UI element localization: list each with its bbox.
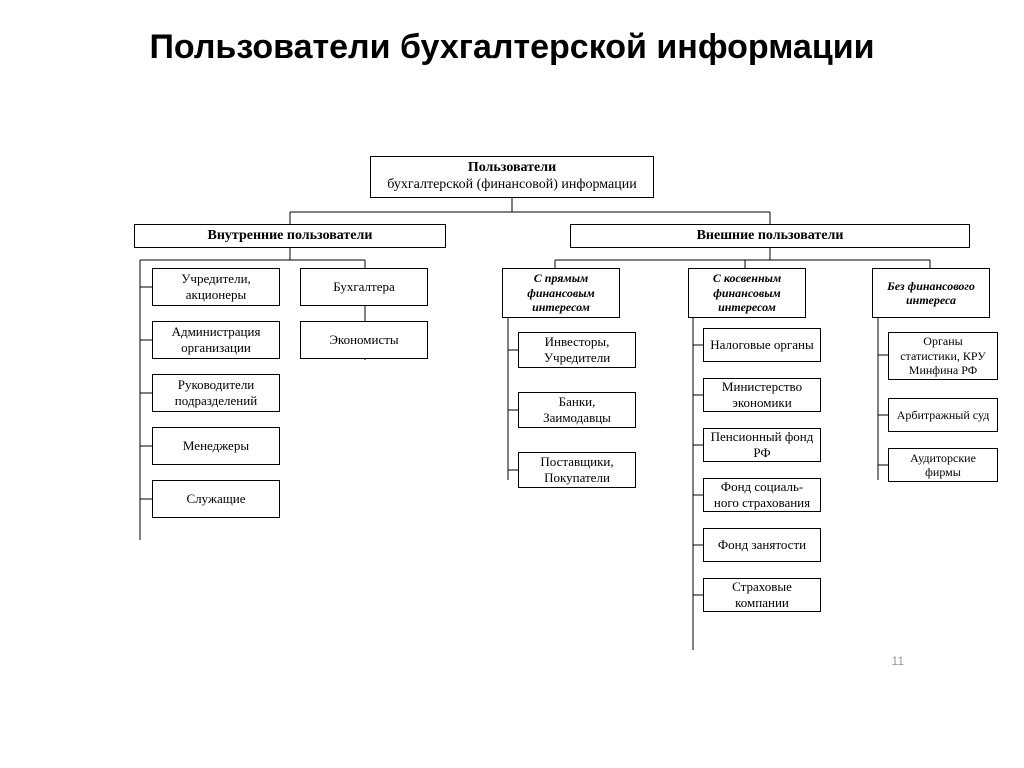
external-node: Фонд занятости — [703, 528, 821, 562]
external-direct-header: С прямым финансовым интересом — [502, 268, 620, 318]
external-users-header: Внешние пользователи — [570, 224, 970, 248]
external-node: Органы статистики, КРУ Минфина РФ — [888, 332, 998, 380]
root-title-rest: бухгалтерской (финансовой) информации — [387, 177, 636, 194]
internal-node: Менеджеры — [152, 427, 280, 465]
external-node: Страховые компании — [703, 578, 821, 612]
external-node: Аудиторские фирмы — [888, 448, 998, 482]
internal-node: Руководители подразделений — [152, 374, 280, 412]
external-node: Фонд социаль-ного страхования — [703, 478, 821, 512]
external-node: Налоговые органы — [703, 328, 821, 362]
external-node: Министерство экономики — [703, 378, 821, 412]
external-node: Арбитражный суд — [888, 398, 998, 432]
root-title-bold: Пользователи — [468, 160, 556, 177]
internal-node: Служащие — [152, 480, 280, 518]
internal-node: Экономисты — [300, 321, 428, 359]
internal-users-header: Внутренние пользователи — [134, 224, 446, 248]
slide-title: Пользователи бухгалтерской информации — [0, 0, 1024, 67]
page-number: 11 — [892, 654, 904, 668]
internal-node: Бухгалтера — [300, 268, 428, 306]
external-node: Банки, Заимодавцы — [518, 392, 636, 428]
org-chart-diagram: Пользователи бухгалтерской (финансовой) … — [0, 150, 1024, 750]
internal-node: Учредители, акционеры — [152, 268, 280, 306]
external-none-header: Без финансового интереса — [872, 268, 990, 318]
external-indirect-header: С косвенным финансовым интересом — [688, 268, 806, 318]
internal-node: Администрация организации — [152, 321, 280, 359]
root-node: Пользователи бухгалтерской (финансовой) … — [370, 156, 654, 198]
external-node: Пенсионный фонд РФ — [703, 428, 821, 462]
external-node: Инвесторы, Учредители — [518, 332, 636, 368]
external-node: Поставщики, Покупатели — [518, 452, 636, 488]
